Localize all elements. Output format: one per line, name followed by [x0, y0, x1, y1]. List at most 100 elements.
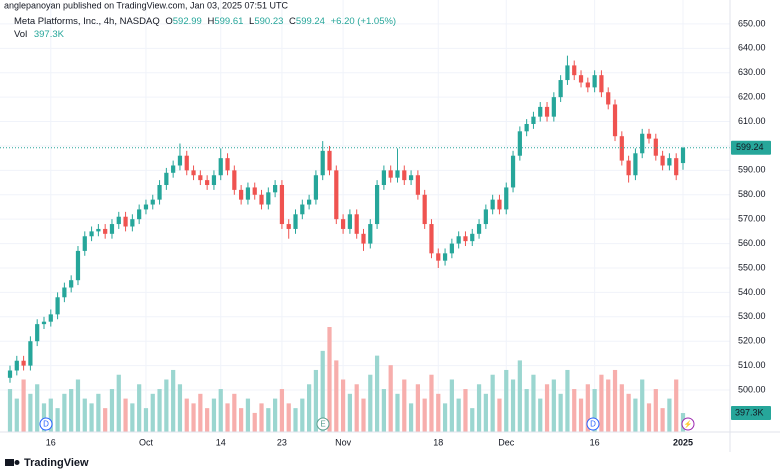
candle-body: [538, 106, 543, 117]
candle-body: [361, 233, 366, 244]
dividend-label: D: [43, 420, 49, 429]
y-tick-label: 590.00: [738, 165, 766, 175]
volume-bar: [633, 398, 638, 432]
candle-body: [497, 199, 502, 210]
candle-body: [388, 170, 393, 178]
candle-body: [232, 170, 237, 190]
x-tick-label: Oct: [139, 437, 154, 447]
candle-body: [137, 209, 142, 220]
volume-bar: [538, 398, 543, 432]
volume-bar: [266, 408, 271, 432]
candle-body: [381, 170, 386, 186]
volume-bar: [157, 389, 162, 432]
x-tick-label: 2025: [673, 437, 693, 447]
volume-bar: [259, 403, 264, 432]
legend-symbol: Meta Platforms, Inc., 4h, NASDAQ: [14, 16, 160, 27]
candle-body: [408, 175, 414, 181]
volume-bar: [48, 398, 53, 432]
candle-body: [626, 160, 631, 176]
volume-bar: [524, 389, 529, 432]
y-tick-label: 650.00: [738, 18, 766, 28]
volume-bar: [232, 393, 237, 432]
volume-pane: [7, 327, 686, 432]
candle-body: [334, 170, 339, 220]
candle-body: [218, 158, 223, 176]
grid: [0, 0, 730, 432]
candle-body: [578, 75, 584, 83]
volume-bar: [578, 398, 584, 432]
volume-bar: [245, 398, 251, 432]
candle-body: [239, 189, 244, 200]
volume-bar: [205, 408, 210, 432]
volume-bar: [640, 379, 645, 432]
volume-legend: Vol 397.3K: [14, 29, 65, 40]
candle-body: [225, 158, 230, 171]
volume-bar: [340, 379, 346, 432]
candle-body: [143, 204, 149, 210]
volume-bar: [123, 398, 128, 432]
price-pane: [0, 55, 730, 383]
volume-bar: [361, 398, 366, 432]
y-tick-label: 570.00: [738, 214, 766, 224]
volume-bar: [252, 412, 257, 432]
last-price-label: 599.24: [736, 142, 764, 152]
candle-body: [293, 214, 298, 229]
split-marker[interactable]: [681, 417, 695, 431]
candle-body: [395, 170, 400, 178]
volume-bar: [41, 403, 47, 432]
volume-bar: [327, 327, 332, 432]
candle-body: [82, 236, 87, 251]
y-tick-label: 500.00: [738, 384, 766, 394]
volume-bar: [606, 379, 611, 432]
volume-bar: [286, 403, 291, 432]
volume-bar: [143, 408, 149, 432]
volume-bar: [28, 393, 33, 432]
candle-body: [150, 199, 155, 205]
volume-bar: [422, 398, 427, 432]
dividend-marker[interactable]: [39, 417, 53, 431]
earnings-marker[interactable]: [316, 417, 330, 431]
candle-body: [429, 224, 434, 254]
candle-body: [483, 209, 488, 225]
volume-bar: [75, 379, 81, 432]
candle-body: [252, 187, 257, 195]
candle-body: [504, 187, 509, 210]
candle-body: [41, 321, 47, 325]
footer-brand: TradingView: [24, 457, 89, 469]
volume-bar: [313, 369, 319, 432]
footer: TradingView: [5, 457, 89, 469]
volume-bar: [531, 374, 536, 432]
candle-body: [476, 224, 482, 234]
y-tick-label: 620.00: [738, 92, 766, 102]
legend-value: 599.24: [296, 16, 325, 27]
volume-bar: [82, 398, 87, 432]
logo-icon: [5, 459, 14, 466]
y-tick-label: 640.00: [738, 43, 766, 53]
legend-value: 590.23: [254, 16, 283, 27]
dividend-label: D: [590, 420, 596, 429]
volume-bar: [646, 403, 652, 432]
dividend-marker[interactable]: [586, 417, 600, 431]
candle-body: [612, 104, 618, 137]
volume-bar: [456, 398, 461, 432]
publish-info: anglepanoyan published on TradingView.co…: [4, 0, 289, 10]
candle-body: [422, 194, 427, 225]
y-tick-label: 580.00: [738, 189, 766, 199]
candle-body: [320, 150, 325, 176]
candle-body: [48, 314, 53, 322]
volume-bar: [103, 408, 108, 432]
volume-bar: [130, 403, 135, 432]
candle-body: [551, 97, 556, 117]
volume-bar: [211, 398, 217, 432]
candle-body: [191, 170, 196, 176]
volume-bar: [667, 398, 672, 432]
candle-body: [442, 253, 448, 261]
legend-value: 592.99: [173, 16, 202, 27]
candle-body: [171, 165, 176, 173]
legend-key: O: [165, 16, 172, 27]
legend-key: L: [249, 16, 254, 27]
candle-body: [490, 199, 495, 210]
legend-value: 599.61: [214, 16, 243, 27]
